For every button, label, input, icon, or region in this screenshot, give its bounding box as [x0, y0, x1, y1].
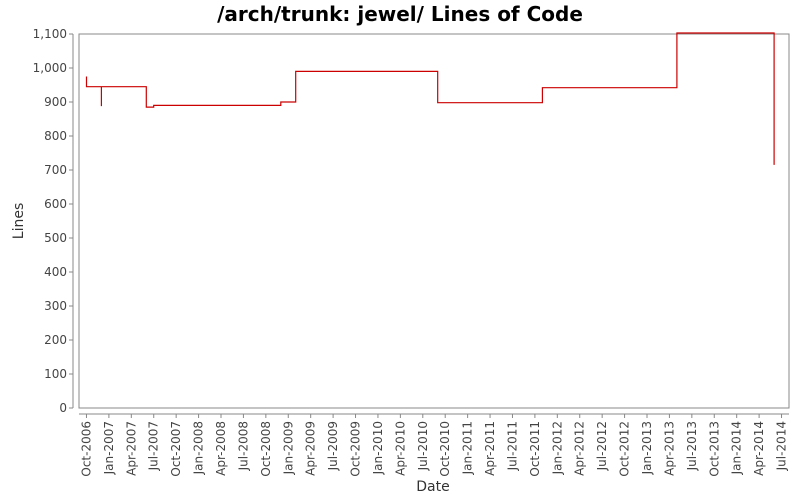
x-tick-label: Jan-2008: [192, 421, 206, 475]
x-tick-label: Jan-2013: [640, 421, 654, 475]
x-tick-label: Jan-2014: [730, 421, 744, 475]
x-tick-label: Jul-2010: [416, 421, 430, 471]
x-tick-label: Oct-2009: [349, 421, 363, 477]
x-tick-label: Apr-2011: [483, 421, 497, 476]
y-tick-label: 100: [44, 367, 67, 381]
x-tick-label: Apr-2007: [124, 421, 138, 476]
x-tick-label: Oct-2013: [707, 421, 721, 477]
x-tick-label: Jan-2011: [461, 421, 475, 475]
y-tick-label: 600: [44, 197, 67, 211]
x-tick-label: Oct-2011: [528, 421, 542, 477]
y-tick-label: 900: [44, 95, 67, 109]
x-axis-label: Date: [416, 479, 449, 495]
x-tick-label: Jul-2013: [685, 421, 699, 471]
chart-title: /arch/trunk: jewel/ Lines of Code: [217, 2, 583, 26]
x-tick-label: Apr-2012: [573, 421, 587, 476]
x-axis-ticks: Oct-2006 Jan-2007 Apr-2007 Jul-2007 Oct-2007…: [79, 414, 789, 477]
x-tick-label: Apr-2014: [752, 421, 766, 476]
x-tick-label: Oct-2007: [169, 421, 183, 477]
x-tick-label: Jan-2010: [371, 421, 385, 475]
x-tick-label: Apr-2013: [662, 421, 676, 476]
x-tick-label: Jan-2007: [102, 421, 116, 475]
x-tick-label: Jul-2014: [775, 421, 789, 471]
y-tick-label: 800: [44, 129, 67, 143]
x-tick-label: Apr-2010: [393, 421, 407, 476]
y-tick-label: 200: [44, 333, 67, 347]
y-tick-label: 500: [44, 231, 67, 245]
x-tick-label: Apr-2008: [214, 421, 228, 476]
y-tick-label: 0: [59, 401, 67, 415]
x-tick-label: Jul-2007: [147, 421, 161, 471]
series-group: [85, 32, 775, 165]
y-tick-label: 700: [44, 163, 67, 177]
y-axis-ticks: 0 100 200 300 400 500 600 700 800 900 1,000 1,100: [33, 27, 73, 415]
x-tick-label: Jul-2011: [505, 421, 519, 471]
x-tick-label: Jul-2009: [326, 421, 340, 471]
x-tick-label: Oct-2008: [259, 421, 273, 477]
loc-series-line: [85, 32, 775, 165]
y-axis-label: Lines: [11, 203, 27, 239]
x-tick-label: Jul-2008: [236, 421, 250, 471]
x-tick-label: Oct-2012: [618, 421, 632, 477]
x-tick-label: Jan-2009: [281, 421, 295, 475]
plot-area: [78, 33, 790, 409]
y-tick-label: 1,000: [33, 61, 67, 75]
x-tick-label: Apr-2009: [304, 421, 318, 476]
x-tick-label: Jan-2012: [550, 421, 564, 475]
x-tick-label: Jul-2012: [595, 421, 609, 471]
y-tick-label: 1,100: [33, 27, 67, 41]
x-tick-label: Oct-2010: [438, 421, 452, 477]
y-tick-label: 300: [44, 299, 67, 313]
x-tick-label: Oct-2006: [79, 421, 93, 477]
y-tick-label: 400: [44, 265, 67, 279]
